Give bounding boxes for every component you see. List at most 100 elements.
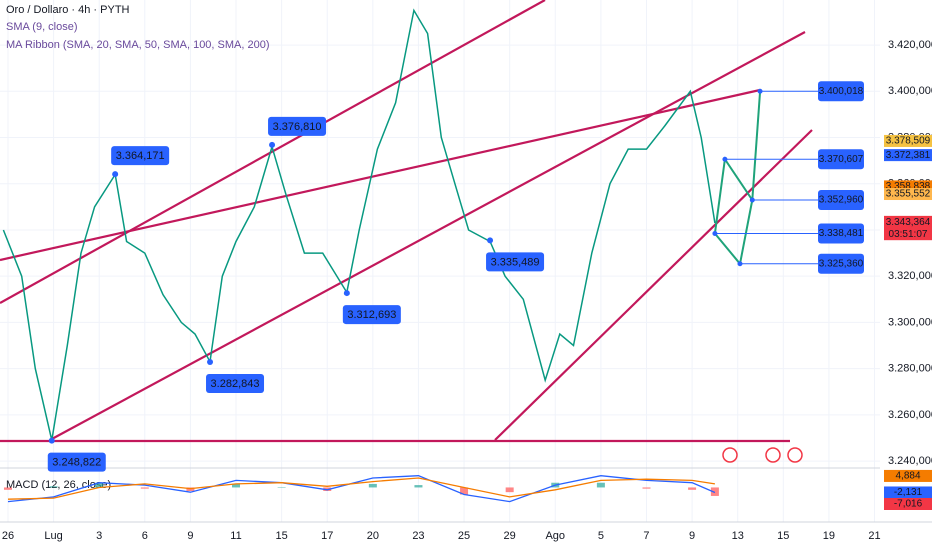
price-label-box <box>884 188 932 201</box>
macd-title: MACD (12, 26, close) <box>6 479 111 491</box>
pivot-label-box <box>342 305 401 325</box>
target-label-box <box>818 253 864 274</box>
target-label: 3.370,607 <box>819 154 864 165</box>
y-tick-label: 3.400,000 <box>888 85 932 97</box>
x-tick-label: 25 <box>458 530 470 542</box>
pivot-label: 3.364,171 <box>116 150 165 162</box>
price-line <box>713 91 762 234</box>
macd-histogram-bar <box>277 487 286 488</box>
price-label-box <box>884 216 932 241</box>
x-tick-label: 23 <box>412 530 424 542</box>
pivot-label: 3.248,822 <box>52 457 101 469</box>
x-tick-label: 11 <box>230 530 241 542</box>
x-tick-label: 7 <box>643 530 649 542</box>
indicator-label: MA Ribbon (SMA, 20, SMA, 50, SMA, 100, S… <box>6 39 270 51</box>
macd-value-label: -2,131 <box>894 487 923 498</box>
x-tick-label: 26 <box>2 530 14 542</box>
target-point <box>722 156 728 162</box>
pivot-point <box>48 437 55 444</box>
macd-value-box <box>884 498 932 510</box>
pivot-label: 3.312,693 <box>347 309 396 321</box>
trendlines <box>0 0 813 443</box>
target-point <box>737 261 743 267</box>
macd-histogram-bar <box>596 482 605 488</box>
price-label: 3.372,381 <box>886 150 931 161</box>
countdown: 03:51:07 <box>889 229 928 240</box>
target-label: 3.338,481 <box>819 228 864 239</box>
target-point <box>749 197 755 203</box>
target-label-box <box>818 149 864 170</box>
target-label-box <box>818 190 864 211</box>
macd-histogram-bar <box>414 485 423 488</box>
y-tick-label: 3.280,000 <box>888 363 932 375</box>
x-tick-label: 6 <box>142 530 148 542</box>
pivot-label-box <box>111 146 170 166</box>
target-label: 3.325,360 <box>819 258 864 269</box>
pivot-label-box <box>268 116 327 136</box>
macd-histogram-bar <box>642 487 651 489</box>
target-label-box <box>818 223 864 244</box>
x-tick-label: 29 <box>504 530 516 542</box>
price-line <box>2 8 716 441</box>
y-tick-label: 3.300,000 <box>888 316 932 328</box>
macd-value-label: -7,016 <box>894 499 923 510</box>
y-tick-label: 3.260,000 <box>888 409 932 421</box>
pivot-point <box>269 141 276 148</box>
macd-histogram-bar <box>3 487 12 490</box>
macd-histogram-bar <box>368 483 377 488</box>
x-tick-label: 15 <box>276 530 288 542</box>
x-tick-label: 17 <box>321 530 333 542</box>
macd-signal-line <box>7 477 715 500</box>
x-tick-label: 13 <box>732 530 744 542</box>
chart-title: Oro / Dollaro · 4h · PYTH <box>6 4 130 16</box>
macd-value-box <box>884 469 932 482</box>
macd-histogram-bar <box>505 487 514 493</box>
y-tick-label: 3.420,000 <box>888 39 932 51</box>
pivot-label-box <box>47 452 106 472</box>
x-tick-label: 15 <box>777 530 789 542</box>
event-flags <box>722 447 803 463</box>
price-label-box <box>884 149 932 162</box>
pivot-label: 3.282,843 <box>211 378 260 390</box>
macd-histogram-bar <box>460 487 469 495</box>
y-tick-label: 3.320,000 <box>888 270 932 282</box>
price-label: 3.378,509 <box>886 136 931 147</box>
x-tick-label: 9 <box>689 530 695 542</box>
macd-histogram-bar <box>232 483 241 488</box>
target-label: 3.400,018 <box>819 86 864 97</box>
macd-value-label: 4,884 <box>895 471 920 482</box>
x-tick-label: Ago <box>545 530 565 542</box>
x-tick-label: 21 <box>868 530 880 542</box>
price-label: 3.355,552 <box>886 189 931 200</box>
macd-histogram-bar <box>49 486 58 488</box>
macd-histogram-bar <box>140 487 149 489</box>
price-label: 3.358,838 <box>886 181 931 192</box>
x-tick-label: Lug <box>44 530 62 542</box>
pivot-point <box>207 359 214 366</box>
pivot-label-box <box>206 374 265 394</box>
pivot-point <box>112 171 119 178</box>
pivot-label: 3.376,810 <box>273 121 322 133</box>
x-tick-label: 9 <box>187 530 193 542</box>
macd-histogram-bar <box>95 482 104 488</box>
target-point <box>757 88 763 94</box>
pivot-label-box <box>486 252 545 272</box>
price-label-box <box>884 134 932 147</box>
y-tick-label: 3.240,000 <box>888 455 932 467</box>
x-tick-label: 5 <box>598 530 604 542</box>
price-label: 3.343,364 <box>886 217 931 228</box>
pivot-label: 3.335,489 <box>491 256 540 268</box>
macd-value-box <box>884 486 932 499</box>
x-tick-label: 20 <box>367 530 379 542</box>
pivot-point <box>487 237 494 244</box>
target-label: 3.352,960 <box>819 195 864 206</box>
target-point <box>712 230 718 236</box>
target-label-box <box>818 81 864 102</box>
indicator-label: SMA (9, close) <box>6 21 78 33</box>
macd-histogram-bar <box>710 487 719 496</box>
x-tick-label: 19 <box>823 530 835 542</box>
macd-macd-line <box>7 475 716 503</box>
macd-histogram-bar <box>688 487 697 490</box>
pivot-point <box>343 290 350 297</box>
